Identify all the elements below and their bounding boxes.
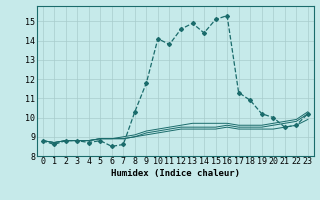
X-axis label: Humidex (Indice chaleur): Humidex (Indice chaleur) xyxy=(111,169,240,178)
